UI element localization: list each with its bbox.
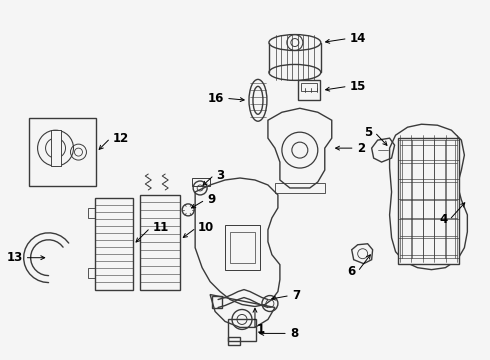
Text: 5: 5 [365,126,372,139]
Text: 7: 7 [292,289,300,302]
Text: 13: 13 [6,251,23,264]
Bar [275,183,325,193]
Bar [192,178,210,186]
Bar [212,296,222,307]
Text: 10: 10 [198,221,215,234]
Text: 15: 15 [350,80,366,93]
Text: 12: 12 [112,132,129,145]
Bar [301,84,317,91]
Text: 1: 1 [257,323,265,336]
Text: 16: 16 [208,92,224,105]
Bar [50,130,61,166]
Bar [96,198,133,289]
Bar [397,138,460,264]
Text: 11: 11 [152,221,169,234]
Bar [298,80,320,100]
Bar [50,130,61,166]
Bar [397,138,460,264]
Text: 4: 4 [439,213,447,226]
Bar [228,319,256,341]
Bar [140,195,180,289]
Text: 2: 2 [357,141,365,155]
Text: 9: 9 [207,193,216,206]
Text: 6: 6 [347,265,356,278]
Bar [28,118,97,186]
Text: 3: 3 [216,168,224,181]
Text: 8: 8 [290,327,298,340]
Bar [228,337,240,345]
Text: 14: 14 [350,32,366,45]
